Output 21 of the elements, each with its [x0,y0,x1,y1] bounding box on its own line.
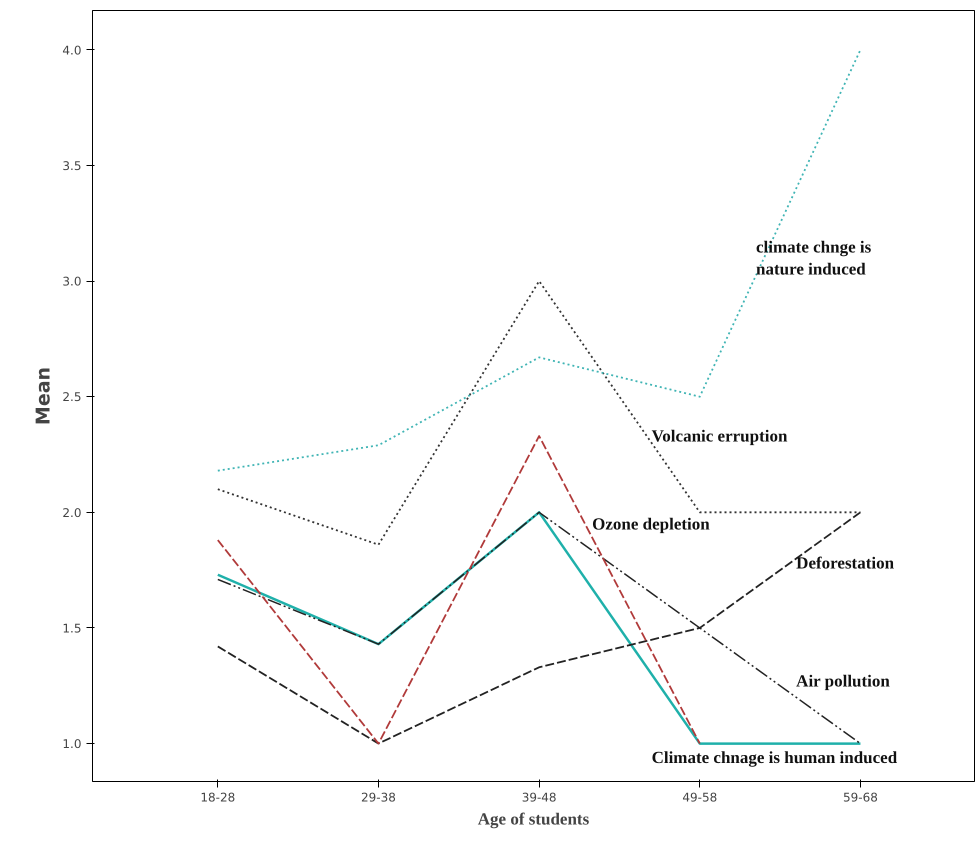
x-tick-label: 18-28 [200,790,236,804]
y-tick-label: 2.5 [62,390,82,404]
y-tick-label: 1.5 [62,621,82,636]
series-label: Ozone depletion [592,514,710,534]
y-tick-label: 1.0 [62,737,82,752]
x-tick-label: 29-38 [361,790,396,804]
x-axis-title: Age of students [478,810,590,828]
series-label: climate chnge is nature induced [756,237,872,278]
y-tick-label: 3.5 [62,158,82,173]
y-tick-label: 2.0 [62,506,82,520]
series-label: Climate chnage is human induced [652,748,898,767]
series-label: Volcanic erruption [652,426,788,446]
x-tick-label: 49-58 [682,790,718,804]
y-tick-label: 3.0 [62,274,82,289]
x-tick-label: 59-68 [843,790,878,804]
y-axis-title: Mean [32,366,54,426]
x-tick-label: 39-48 [522,790,557,804]
series-label: Deforestation [796,554,895,573]
series-label: Air pollution [796,672,890,691]
y-tick-label: 4.0 [62,43,82,58]
line-series [216,280,862,546]
